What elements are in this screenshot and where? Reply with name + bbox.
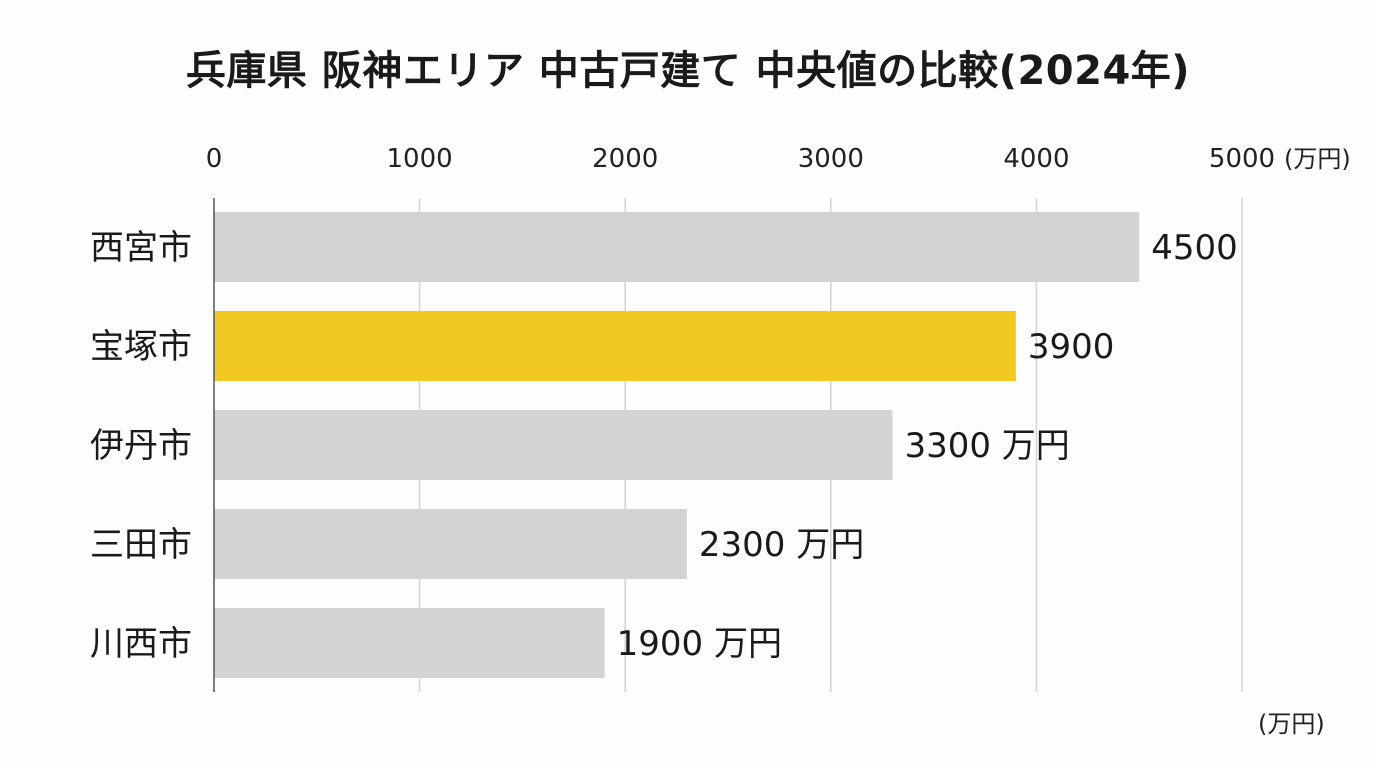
- value-label: 3300 万円: [904, 426, 1069, 466]
- value-label: 4500: [1151, 228, 1238, 268]
- x-tick-label: 5000: [1209, 144, 1275, 174]
- category-label: 伊丹市: [90, 426, 192, 466]
- category-label: 三田市: [90, 525, 192, 565]
- x-axis-ticks: 0 1000 2000 3000 4000 5000: [206, 144, 1275, 174]
- category-label: 川西市: [90, 624, 192, 664]
- x-tick-label: 4000: [1003, 144, 1069, 174]
- bar: [214, 311, 1016, 381]
- chart-title: 兵庫県 阪神エリア 中古戸建て 中央値の比較(2024年): [185, 48, 1191, 94]
- value-label: 2300 万円: [699, 525, 864, 565]
- bar: [214, 212, 1140, 282]
- bars-layer: [214, 212, 1140, 678]
- category-label: 西宮市: [90, 228, 192, 268]
- x-axis-unit-bottom: (万円): [1258, 710, 1325, 738]
- bar: [214, 608, 605, 678]
- x-tick-label: 0: [206, 144, 223, 174]
- category-label: 宝塚市: [90, 327, 192, 367]
- value-label: 3900: [1028, 327, 1115, 367]
- x-tick-label: 1000: [387, 144, 453, 174]
- bar: [214, 410, 893, 480]
- x-axis-unit-top: (万円): [1284, 145, 1351, 173]
- value-label: 1900 万円: [617, 624, 782, 664]
- bar: [214, 509, 687, 579]
- x-tick-label: 3000: [798, 144, 864, 174]
- x-tick-label: 2000: [592, 144, 658, 174]
